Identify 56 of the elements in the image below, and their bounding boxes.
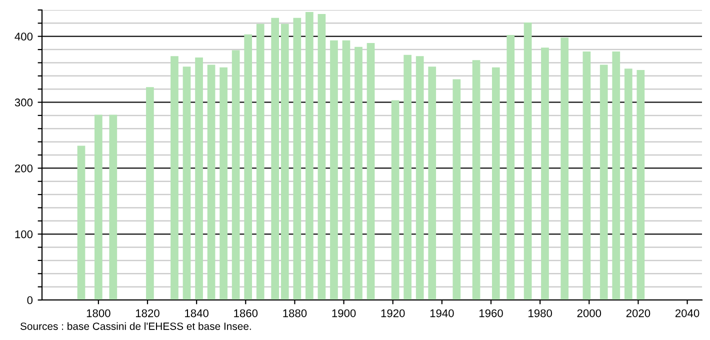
bar — [207, 64, 216, 300]
y-tick-label: 300 — [14, 98, 33, 106]
source-note: Sources : base Cassini de l'EHESS et base Insee. — [20, 322, 251, 330]
x-tick-label: 1920 — [381, 309, 405, 318]
y-tick-label: 0 — [27, 296, 33, 304]
bar — [94, 114, 102, 300]
bar — [428, 66, 436, 300]
y-tick-label: 400 — [14, 32, 33, 40]
bar — [109, 114, 118, 300]
bar — [170, 56, 178, 300]
bar — [232, 50, 240, 300]
x-tick-label: 1840 — [185, 309, 208, 318]
y-tick-label: 200 — [14, 164, 33, 172]
x-tick-label: 1800 — [86, 309, 110, 318]
y-tick-label: 100 — [15, 230, 33, 238]
bar — [366, 42, 375, 300]
bar — [195, 57, 203, 300]
bar — [600, 64, 608, 300]
bar — [492, 67, 500, 300]
bar — [280, 24, 289, 300]
bar — [560, 38, 569, 300]
bar — [582, 52, 591, 300]
bar — [146, 87, 154, 300]
bar — [354, 46, 362, 300]
bar — [404, 54, 412, 300]
x-tick-label: 1980 — [528, 309, 552, 318]
x-tick-label: 1880 — [283, 309, 307, 318]
bar — [318, 14, 326, 300]
x-tick-label: 1940 — [430, 309, 454, 318]
bar — [472, 60, 480, 300]
bar — [306, 12, 314, 300]
bar — [506, 35, 515, 300]
x-tick-label: 2000 — [577, 309, 602, 318]
bar — [256, 24, 264, 300]
bar — [220, 67, 228, 300]
bar — [416, 56, 424, 300]
bar — [636, 70, 645, 300]
bar — [624, 68, 632, 300]
x-tick-label: 1960 — [479, 309, 503, 318]
bar — [541, 48, 549, 300]
x-tick-label: 2020 — [626, 309, 650, 318]
bar — [391, 100, 400, 300]
x-tick-label: 1900 — [332, 309, 356, 318]
bar — [293, 18, 302, 300]
bar — [452, 79, 461, 300]
x-tick-label: 1820 — [136, 309, 160, 318]
x-tick-label: 2040 — [675, 309, 700, 318]
bar — [271, 18, 280, 300]
bar — [244, 34, 252, 300]
bar — [342, 40, 350, 300]
bar — [77, 146, 86, 300]
bar — [330, 40, 338, 300]
bar — [612, 52, 620, 300]
bar — [524, 22, 532, 300]
bar — [182, 66, 191, 300]
x-tick-label: 1860 — [234, 309, 258, 318]
